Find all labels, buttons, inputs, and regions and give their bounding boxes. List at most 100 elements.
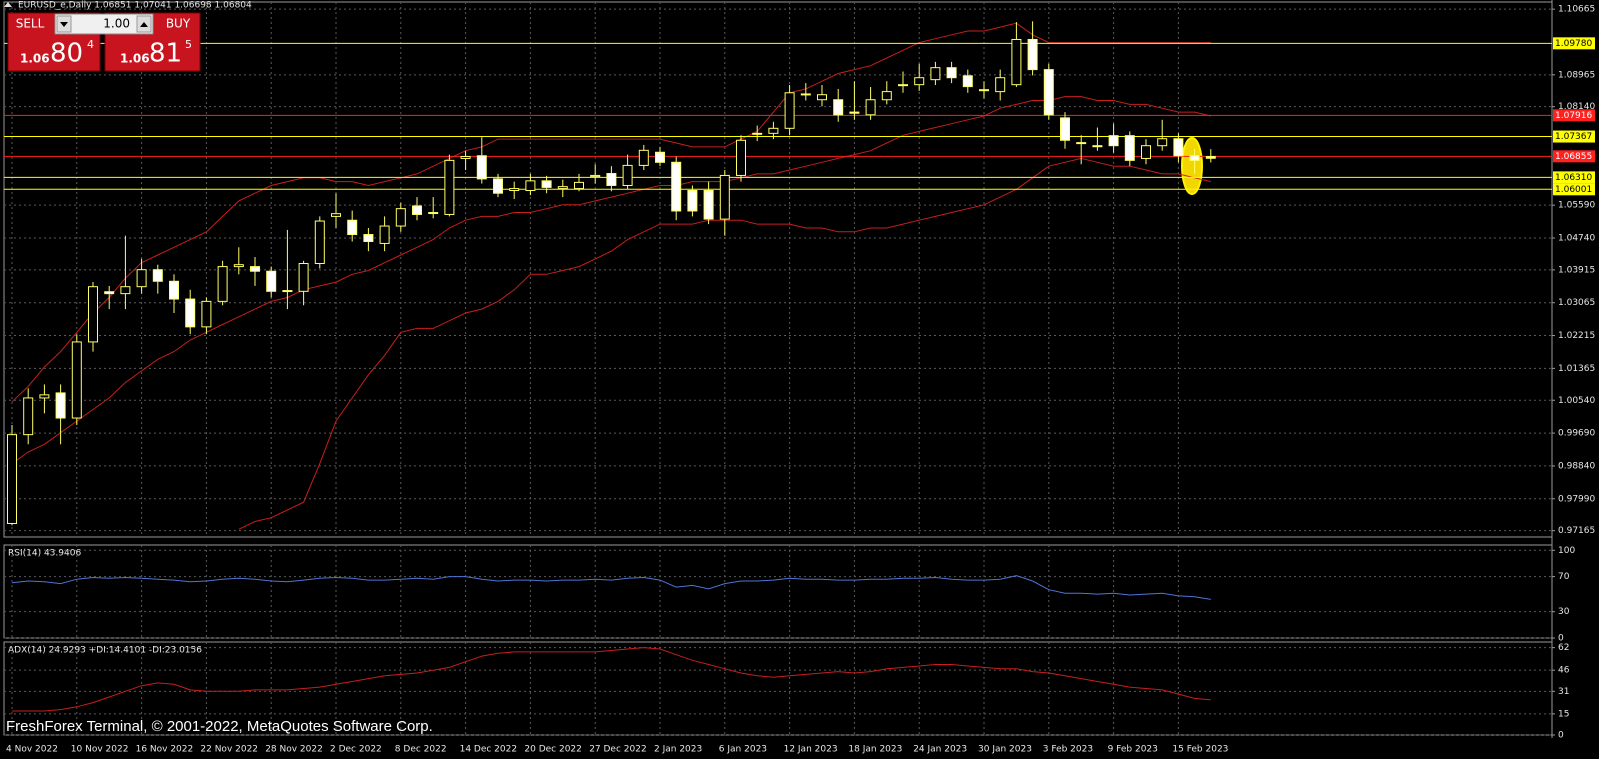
candle-body xyxy=(784,92,795,129)
arrow-down xyxy=(60,22,68,27)
level-label: 1.07916 xyxy=(1555,111,1592,121)
level-label-bg xyxy=(1553,150,1595,163)
x-tick-label: 22 Nov 2022 xyxy=(200,745,258,755)
sell-sup: 4 xyxy=(87,38,94,51)
trade-panel: SELL BUY 1.00 1.06 80 4 1.06 81 5 xyxy=(7,12,201,72)
candle-body xyxy=(395,208,406,227)
candle-body xyxy=(460,156,471,159)
highlight-ellipse xyxy=(1181,137,1203,195)
y-tick-label: 46 xyxy=(1558,666,1570,676)
y-tick-label: 15 xyxy=(1558,709,1569,719)
candle-body xyxy=(23,397,34,436)
volume[interactable]: 1.00 xyxy=(103,17,130,31)
y-tick-label: 0.98840 xyxy=(1558,461,1595,471)
y-tick-label: 1.03065 xyxy=(1558,298,1595,308)
level-label-bg xyxy=(1553,171,1595,184)
candle-body xyxy=(671,161,682,212)
x-tick-label: 8 Dec 2022 xyxy=(395,745,447,755)
level-label: 1.06855 xyxy=(1555,152,1592,162)
symbol-icon xyxy=(4,2,12,7)
candle-body xyxy=(590,174,601,178)
candle-body xyxy=(1189,155,1200,161)
x-tick-label: 30 Jan 2023 xyxy=(978,745,1032,755)
y-tick-label: 1.03915 xyxy=(1558,265,1595,275)
candle-body xyxy=(881,91,892,101)
candle-body xyxy=(800,93,811,96)
candle-body xyxy=(574,181,584,190)
candle-body xyxy=(817,94,827,101)
level-label-bg xyxy=(1553,130,1595,143)
y-tick-label: 1.02215 xyxy=(1558,331,1595,341)
x-tick-label: 3 Feb 2023 xyxy=(1043,745,1093,755)
candle-body xyxy=(347,219,358,236)
candle-body xyxy=(233,264,244,268)
candle-body xyxy=(1124,135,1135,161)
candle-body xyxy=(1157,138,1168,147)
candle-body xyxy=(428,212,439,215)
x-tick-label: 9 Feb 2023 xyxy=(1108,745,1158,755)
x-tick-label: 2 Dec 2022 xyxy=(330,745,382,755)
candle-body xyxy=(898,84,908,87)
indicator-title: RSI(14) 43.9406 xyxy=(8,549,81,559)
indicator-line xyxy=(11,575,1211,600)
candle-body xyxy=(1060,117,1070,141)
candle-body xyxy=(752,132,763,135)
x-tick-label: 2 Jan 2023 xyxy=(654,745,702,755)
y-tick-label: 1.08140 xyxy=(1558,102,1595,112)
candle-body xyxy=(1141,145,1151,159)
y-tick-label: 62 xyxy=(1558,643,1569,653)
candle-body xyxy=(104,291,115,295)
candle-body xyxy=(493,178,503,194)
y-tick-label: 70 xyxy=(1558,572,1570,582)
level-label: 1.07367 xyxy=(1555,132,1592,142)
candle-body xyxy=(1076,142,1087,145)
indicator-title: ADX(14) 24.9293 +DI:14.4101 -DI:23.0156 xyxy=(8,646,202,656)
candle-body xyxy=(55,392,66,419)
candle-body xyxy=(962,75,973,88)
y-tick-label: 0 xyxy=(1558,634,1564,644)
y-tick-label: 1.00540 xyxy=(1558,396,1595,406)
y-tick-label: 31 xyxy=(1558,687,1569,697)
level-label-bg xyxy=(1553,109,1595,122)
candle-body xyxy=(703,190,714,220)
arrow-up xyxy=(140,22,148,27)
level-label: 1.06001 xyxy=(1555,185,1592,195)
level-label: 1.06310 xyxy=(1555,173,1592,183)
candle-body xyxy=(120,286,131,295)
candle-body xyxy=(1108,135,1119,147)
candle-body xyxy=(865,99,876,116)
footer: FreshForex Terminal, © 2001-2022, MetaQu… xyxy=(6,718,433,735)
buy-button[interactable]: BUY xyxy=(166,17,191,31)
sell-big: 80 xyxy=(50,39,83,69)
level-label-bg xyxy=(1553,37,1595,50)
chart-title: EURUSD_e,Daily 1.06851 1.07041 1.06698 1… xyxy=(18,1,252,11)
candle-body xyxy=(736,139,746,176)
candle-body xyxy=(250,266,260,272)
candle-body xyxy=(201,300,212,328)
y-tick-label: 30 xyxy=(1558,607,1570,617)
buy-sup: 5 xyxy=(185,38,192,51)
candle-body xyxy=(379,225,390,244)
candle-body xyxy=(1027,38,1038,71)
candle-body xyxy=(833,99,844,116)
y-tick-label: 1.05590 xyxy=(1558,201,1595,211)
x-tick-label: 20 Dec 2022 xyxy=(524,745,582,755)
volume-box[interactable] xyxy=(54,13,154,35)
y-tick-label: 0.97165 xyxy=(1558,526,1595,536)
candle-body xyxy=(1011,38,1022,86)
x-tick-label: 4 Nov 2022 xyxy=(6,745,58,755)
candle-body xyxy=(331,213,341,217)
y-tick-label: 1.08965 xyxy=(1558,70,1595,80)
x-tick-label: 15 Feb 2023 xyxy=(1172,745,1228,755)
candle-body xyxy=(314,220,325,265)
sell-button[interactable]: SELL xyxy=(16,17,45,31)
candle-body xyxy=(541,180,552,188)
candle-body xyxy=(444,159,455,215)
x-tick-label: 18 Jan 2023 xyxy=(848,745,902,755)
x-tick-label: 28 Nov 2022 xyxy=(265,745,323,755)
candle-body xyxy=(136,269,147,288)
candle-body xyxy=(622,164,633,186)
candle-body xyxy=(849,111,860,114)
candle-body xyxy=(282,290,293,293)
